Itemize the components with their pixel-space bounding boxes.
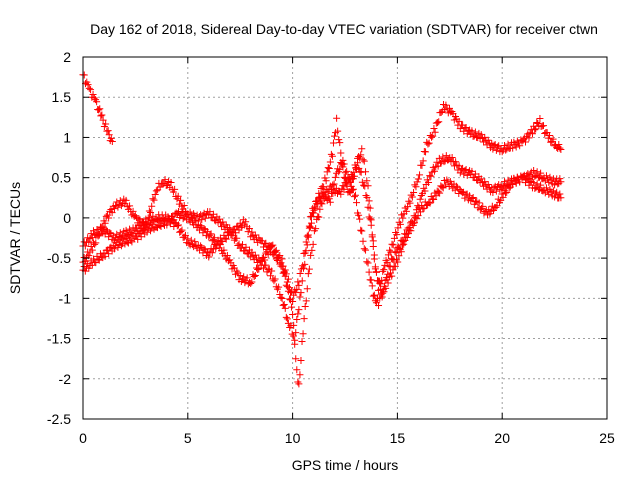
y-tick-label: 0.5 — [52, 170, 72, 186]
y-tick-label: 1 — [63, 129, 71, 145]
y-tick-label: -2 — [59, 371, 72, 387]
x-tick-label: 5 — [184, 430, 192, 446]
axis-ticks: 0 5 10 15 20 25 -2.5 -2 -1.5 -1 -0.5 0 0.5 1 1.5 2 — [47, 49, 615, 446]
y-axis-label: SDTVAR / TECUs — [7, 182, 23, 294]
x-tick-label: 0 — [79, 430, 87, 446]
y-tick-label: 1.5 — [52, 89, 72, 105]
plot-frame — [82, 56, 608, 420]
x-tick-label: 20 — [494, 430, 510, 446]
chart-title: Day 162 of 2018, Sidereal Day-to-day VTE… — [90, 21, 598, 37]
x-tick-label: 15 — [390, 430, 406, 446]
y-tick-label: 2 — [63, 49, 71, 65]
y-tick-label: 0 — [63, 210, 71, 226]
y-tick-label: -1 — [59, 290, 72, 306]
x-tick-label: 10 — [285, 430, 301, 446]
x-axis-label: GPS time / hours — [292, 457, 399, 473]
x-tick-label: 25 — [599, 430, 615, 446]
y-tick-label: -0.5 — [47, 250, 71, 266]
y-tick-label: -2.5 — [47, 411, 71, 427]
y-tick-label: -1.5 — [47, 331, 71, 347]
